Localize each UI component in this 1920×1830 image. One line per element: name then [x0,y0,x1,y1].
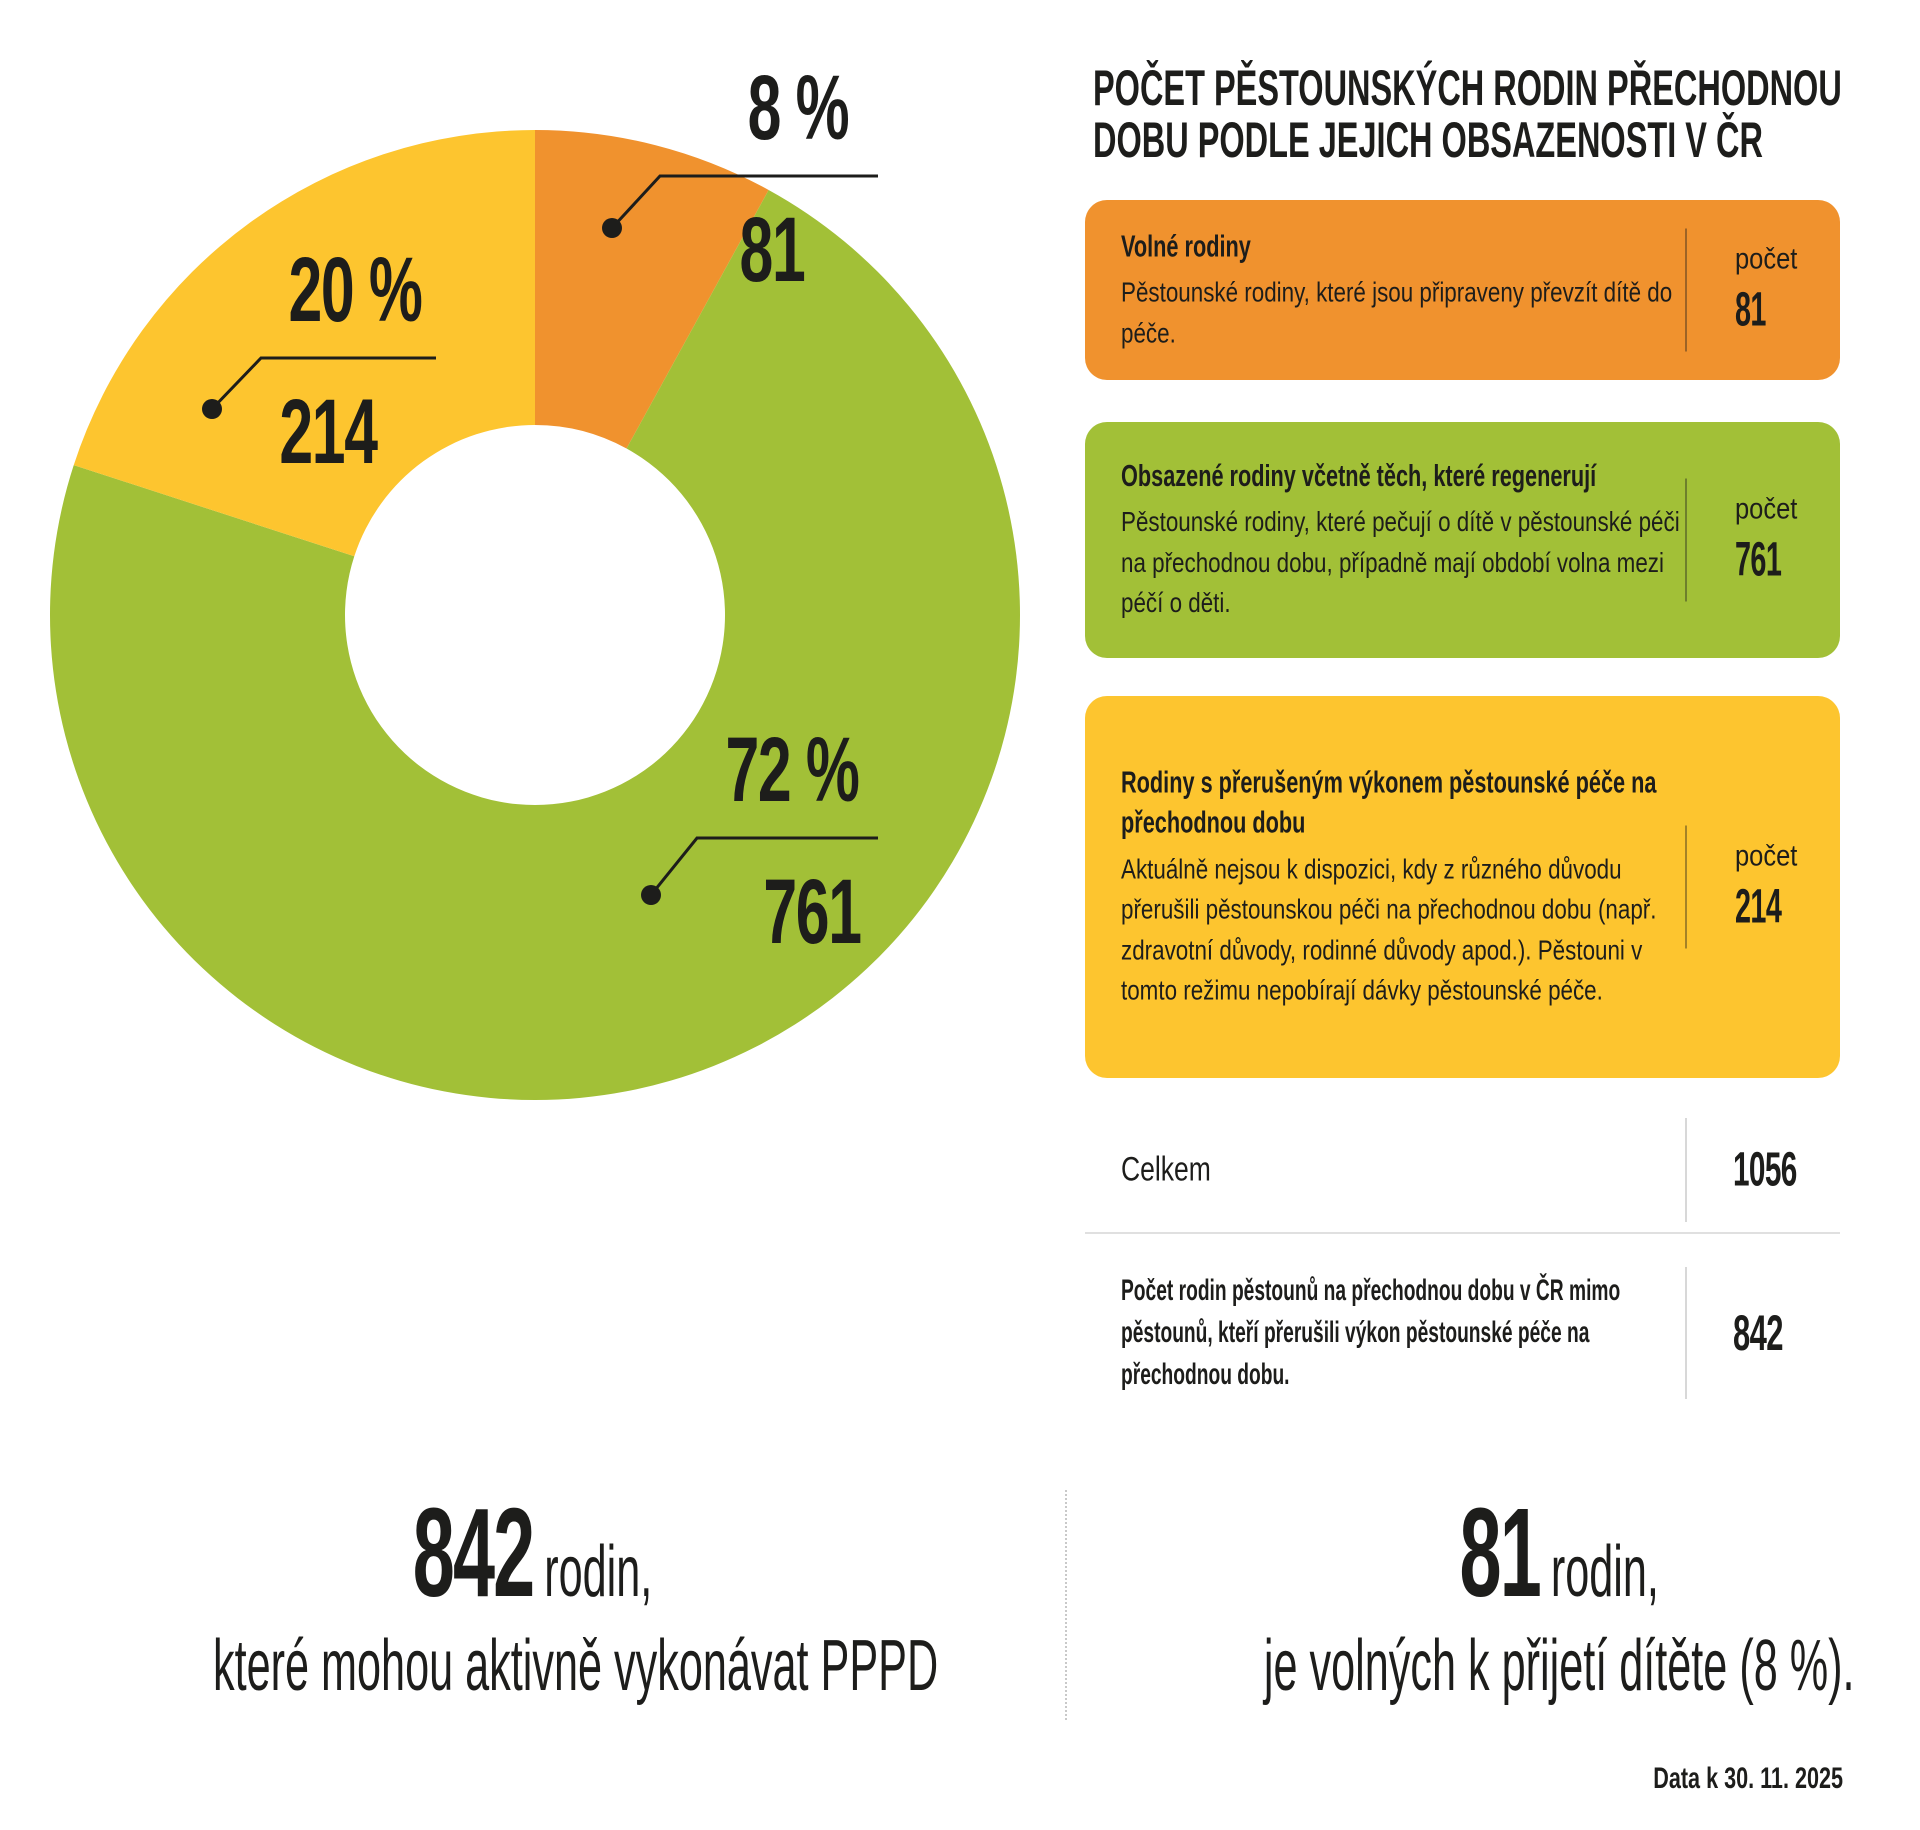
leader-dot-0 [602,218,622,238]
pie-label-count-obsazene: 761 [763,861,862,963]
note-row: Počet rodin pěstounů na přechodnou dobu … [1085,1258,1840,1408]
pie-label-count-prerusene: 214 [279,381,378,483]
highlight-active-families: 842 rodin, které mohou aktivně vykonávat … [0,1490,1067,1720]
card-obsazene-body: Pěstounské rodiny, které pečují o dítě v… [1121,506,1680,619]
leader-dot-1 [641,885,661,905]
card-volne-rodiny: Volné rodiny Pěstounské rodiny, které js… [1085,200,1840,380]
pie-label-percent-volne: 8 % [747,57,850,159]
leader-dot-2 [202,399,222,419]
card-obsazene-count-cell: počet 761 [1685,478,1812,602]
card-prerusene-heading: Rodiny s přerušeným výkonem pěstounské p… [1121,764,1657,840]
pocet-label: počet [1735,839,1798,873]
page-title-line2: DOBU PODLE JEJICH OBSAZENOSTI V ČR [1093,112,1763,168]
highlight-right-line1: 81 rodin, [1264,1490,1855,1616]
highlight-free-families: 81 rodin, je volných k přijetí dítěte (8 … [1067,1490,1920,1720]
highlight-left-line1: 842 rodin, [213,1490,852,1616]
card-volne-body: Pěstounské rodiny, které jsou připraveny… [1121,276,1673,349]
pocet-value: 81 [1735,283,1766,337]
note-text: Počet rodin pěstounů na přechodnou dobu … [1121,1274,1621,1391]
note-value: 842 [1733,1305,1783,1361]
card-prerusene-count-cell: počet 214 [1685,825,1812,949]
pie-slice-2 [73,130,536,557]
horizontal-separator [1085,1232,1840,1234]
pie-label-percent-obsazene: 72 % [725,719,859,821]
data-date-note: Data k 30. 11. 2025 [1653,1762,1843,1795]
pocet-value: 761 [1735,533,1782,587]
pocet-value: 214 [1735,880,1782,934]
total-row: Celkem 1056 [1085,1112,1840,1228]
total-value: 1056 [1733,1143,1797,1197]
card-prerusene-body: Aktuálně nejsou k dispozici, kdy z různé… [1121,853,1657,1006]
highlight-left-number: 842 [412,1482,536,1623]
leader-line-2 [210,356,436,411]
bottom-highlights: 842 rodin, které mohou aktivně vykonávat … [0,1490,1920,1720]
card-volne-text: Volné rodiny Pěstounské rodiny, které js… [1121,226,1821,353]
highlight-left-suffix: rodin, [544,1532,653,1612]
card-prerusene-text: Rodiny s přerušeným výkonem pěstounské p… [1121,763,1920,1012]
card-prerusene-rodiny: Rodiny s přerušeným výkonem pěstounské p… [1085,696,1840,1078]
pie-slice-1 [50,189,1021,1101]
donut-svg [50,130,1021,1101]
pie-label-percent-prerusene: 20 % [288,239,422,341]
highlight-right-line2: je volných k přijetí dítěte (8 %). [1263,1626,1855,1706]
page-title: POČET PĚSTOUNSKÝCH RODIN PŘECHODNOU DOBU… [1093,62,1920,166]
card-volne-heading: Volné rodiny [1121,228,1251,264]
leader-line-0 [610,174,878,230]
highlight-left-line2: které mohou aktivně vykonávat PPPD [213,1626,939,1706]
highlight-right-suffix: rodin, [1550,1532,1659,1612]
note-divider [1685,1267,1687,1399]
card-obsazene-rodiny: Obsazené rodiny včetně těch, které regen… [1085,422,1840,658]
pocet-label: počet [1735,242,1798,276]
donut-chart: 8 % 81 72 % 761 20 % 214 [0,0,1080,1150]
card-obsazene-heading: Obsazené rodiny včetně těch, které regen… [1121,457,1597,493]
pie-slice-0 [535,130,769,449]
total-label: Celkem [1121,1150,1211,1189]
total-divider [1685,1118,1687,1222]
page-title-line1: POČET PĚSTOUNSKÝCH RODIN PŘECHODNOU [1093,60,1842,116]
highlight-right-number: 81 [1459,1482,1542,1623]
pocet-label: počet [1735,492,1798,526]
card-obsazene-text: Obsazené rodiny včetně těch, které regen… [1121,456,1821,624]
leader-line-1 [649,836,878,896]
pie-label-count-volne: 81 [739,199,806,301]
card-volne-count-cell: počet 81 [1685,228,1808,352]
